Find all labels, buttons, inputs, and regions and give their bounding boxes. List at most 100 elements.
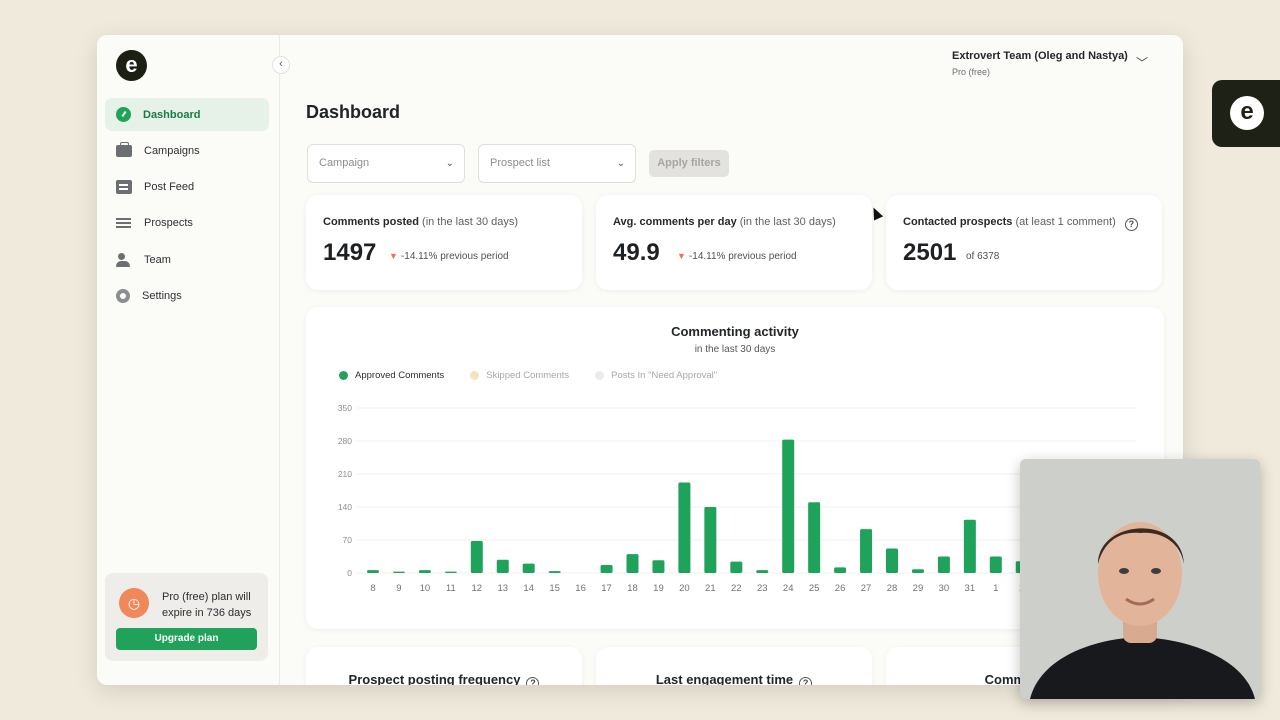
trend-down-icon: ▼ bbox=[677, 251, 686, 261]
team-name[interactable]: Extrovert Team (Oleg and Nastya) bbox=[952, 50, 1128, 62]
chart-bar[interactable] bbox=[444, 571, 457, 573]
card-title-text: Prospect posting frequency bbox=[348, 672, 521, 685]
chart-subtitle: in the last 30 days bbox=[694, 344, 776, 355]
chart-bar[interactable] bbox=[367, 570, 379, 573]
campaign-select[interactable]: Campaign ⌄ bbox=[307, 144, 465, 183]
chart-bar[interactable] bbox=[652, 560, 665, 573]
chart-bar[interactable] bbox=[600, 564, 613, 573]
chart-bar[interactable] bbox=[678, 482, 691, 573]
sidebar-item-dashboard[interactable]: Dashboard bbox=[105, 98, 269, 131]
card-title: Prospect posting frequency? bbox=[306, 672, 582, 685]
page-title: Dashboard bbox=[306, 102, 401, 122]
chart-bar[interactable] bbox=[911, 569, 924, 573]
stat-label-text: Comments posted bbox=[323, 216, 419, 228]
chart-bar[interactable] bbox=[626, 554, 639, 573]
gear-icon bbox=[116, 288, 130, 303]
plan-expiry-text: Pro (free) plan will expire in 736 days bbox=[162, 591, 252, 619]
stat-total: of 6378 bbox=[966, 251, 1000, 262]
chevron-down-icon[interactable]: ﹀ bbox=[1136, 56, 1149, 70]
x-tick-label: 8 bbox=[370, 583, 375, 594]
x-tick-label: 13 bbox=[497, 583, 508, 594]
chart-bar[interactable] bbox=[756, 570, 769, 573]
chart-bar[interactable] bbox=[808, 502, 821, 573]
legend-dot bbox=[470, 371, 480, 380]
stat-value: 49.9 bbox=[613, 239, 660, 266]
x-tick-label: 17 bbox=[601, 583, 612, 594]
y-tick-label: 350 bbox=[338, 403, 352, 413]
stat-trend-text: -14.11% previous period bbox=[688, 251, 797, 262]
stat-label-text: Avg. comments per day bbox=[613, 216, 737, 228]
legend-label: Skipped Comments bbox=[486, 370, 570, 381]
x-tick-label: 31 bbox=[965, 583, 976, 594]
x-tick-label: 29 bbox=[913, 583, 924, 594]
feed-icon bbox=[116, 180, 132, 195]
prospect-posting-frequency-card: Prospect posting frequency? bbox=[306, 647, 582, 685]
sidebar-item-team[interactable]: Team bbox=[105, 243, 269, 276]
sidebar-item-prospects[interactable]: Prospects bbox=[105, 207, 269, 240]
sidebar: e Dashboard Campaigns Post Feed Prospect… bbox=[97, 35, 280, 685]
chart-bar[interactable] bbox=[548, 571, 561, 573]
x-tick-label: 10 bbox=[420, 583, 431, 594]
upgrade-plan-button[interactable]: Upgrade plan bbox=[116, 628, 257, 650]
app-badge: e bbox=[1212, 80, 1280, 147]
sidebar-item-label: Post Feed bbox=[144, 181, 195, 194]
clock-icon: ◷ bbox=[119, 588, 149, 618]
briefcase-icon bbox=[116, 141, 132, 157]
collapse-sidebar-icon[interactable]: ‹ bbox=[272, 56, 290, 74]
card-title-text: Last engagement time bbox=[655, 672, 794, 685]
stat-label: Avg. comments per day (in the last 30 da… bbox=[613, 216, 836, 228]
stat-card-comments-posted: Comments posted (in the last 30 days) 14… bbox=[306, 195, 582, 290]
trend-down-icon: ▼ bbox=[389, 251, 398, 261]
legend-label: Approved Comments bbox=[355, 370, 445, 381]
chart-bar[interactable] bbox=[470, 540, 483, 573]
team-icon bbox=[116, 252, 132, 267]
prospect-list-select[interactable]: Prospect list ⌄ bbox=[478, 144, 636, 183]
help-icon[interactable]: ? bbox=[1124, 218, 1138, 231]
legend-approved[interactable]: Approved Comments bbox=[339, 370, 444, 381]
chart-bar[interactable] bbox=[886, 548, 898, 573]
x-tick-label: 18 bbox=[627, 583, 638, 594]
x-tick-label: 16 bbox=[575, 583, 586, 594]
chart-bar[interactable] bbox=[860, 529, 873, 573]
x-tick-label: 20 bbox=[679, 583, 690, 594]
sidebar-item-label: Campaigns bbox=[144, 144, 200, 157]
legend-skipped[interactable]: Skipped Comments bbox=[470, 370, 569, 381]
card-title: Last engagement time? bbox=[596, 672, 872, 685]
chart-bar[interactable] bbox=[704, 507, 717, 573]
chart-bar[interactable] bbox=[730, 561, 743, 573]
stat-label: Contacted prospects (at least 1 comment)… bbox=[903, 216, 1138, 231]
last-engagement-time-card: Last engagement time? bbox=[596, 647, 872, 685]
list-icon bbox=[116, 216, 132, 230]
team-plan: Pro (free) bbox=[952, 67, 991, 77]
dashboard-icon bbox=[116, 107, 131, 122]
stat-card-avg-comments: Avg. comments per day (in the last 30 da… bbox=[596, 195, 872, 290]
stat-trend-text: -14.11% previous period bbox=[400, 251, 509, 262]
sidebar-item-post-feed[interactable]: Post Feed bbox=[105, 171, 269, 204]
stat-label-sub: (in the last 30 days) bbox=[422, 216, 519, 228]
apply-filters-button[interactable]: Apply filters bbox=[649, 150, 729, 177]
legend-label: Posts In "Need Approval" bbox=[611, 370, 718, 381]
chart-bar[interactable] bbox=[522, 563, 535, 573]
chart-bar[interactable] bbox=[418, 570, 431, 573]
y-tick-label: 210 bbox=[338, 469, 352, 479]
x-tick-label: 9 bbox=[396, 583, 401, 594]
chart-title: Commenting activity bbox=[671, 324, 799, 339]
y-tick-label: 140 bbox=[338, 502, 352, 512]
chart-bar[interactable] bbox=[963, 519, 976, 573]
sidebar-item-campaigns[interactable]: Campaigns bbox=[105, 134, 269, 167]
chart-bar[interactable] bbox=[834, 567, 847, 573]
help-icon[interactable]: ? bbox=[526, 677, 540, 685]
chart-bar[interactable] bbox=[937, 556, 950, 574]
chart-bar[interactable] bbox=[496, 559, 509, 573]
help-icon[interactable]: ? bbox=[799, 677, 813, 685]
sidebar-item-label: Team bbox=[144, 253, 171, 266]
chart-bar[interactable] bbox=[782, 439, 795, 573]
sidebar-nav: Dashboard Campaigns Post Feed Prospects … bbox=[105, 98, 269, 316]
legend-need-approval[interactable]: Posts In "Need Approval" bbox=[595, 370, 717, 381]
sidebar-item-settings[interactable]: Settings bbox=[105, 279, 269, 312]
prospect-list-placeholder: Prospect list bbox=[490, 157, 550, 169]
chart-bar[interactable] bbox=[392, 571, 405, 573]
stat-label-sub: (in the last 30 days) bbox=[739, 216, 836, 228]
chart-bar[interactable] bbox=[989, 556, 1002, 574]
app-logo[interactable]: e bbox=[116, 50, 147, 81]
